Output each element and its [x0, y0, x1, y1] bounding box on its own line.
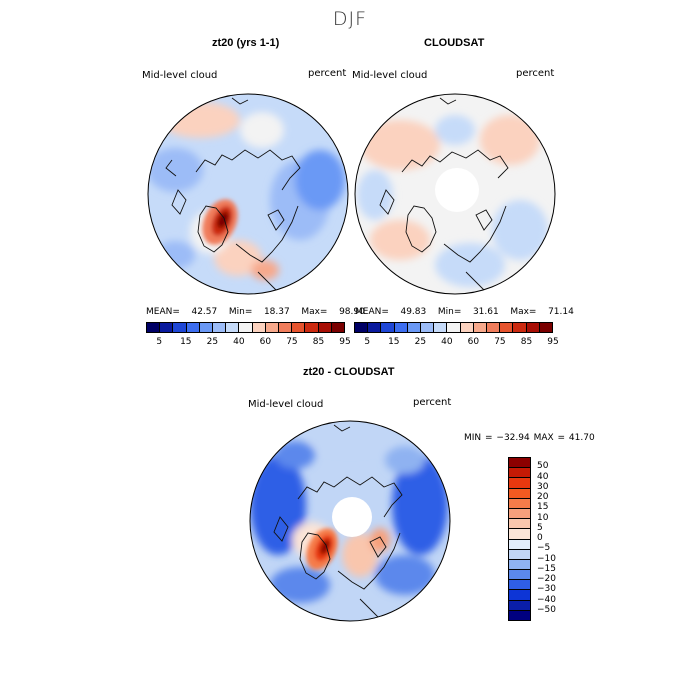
diff-minmax: MIN = −32.94 MAX = 41.70: [464, 433, 595, 443]
colorbar-tick-label: 60: [259, 337, 272, 347]
colorbar-swatch: [509, 570, 530, 581]
model-field-label: Mid-level cloud: [142, 70, 218, 81]
colorbar-tick-label: 95: [547, 337, 559, 347]
colorbar-tick-label: 25: [414, 337, 427, 347]
colorbar-swatch: [394, 323, 408, 332]
colorbar-swatch: [305, 323, 319, 332]
colorbar-swatch: [509, 508, 530, 520]
colorbar-tick-label: 15: [537, 502, 549, 513]
colorbar-swatch: [460, 323, 474, 332]
colorbar-tick-label: 40: [233, 337, 245, 347]
colorbar-swatch: [421, 323, 435, 332]
model-colorbar: [146, 322, 345, 333]
colorbar-tick-label: 95: [339, 337, 351, 347]
colorbar-tick-label: 15: [388, 337, 400, 347]
colorbar-swatch: [473, 323, 488, 332]
diff-polar-map: [249, 420, 451, 622]
colorbar-tick-label: 30: [537, 481, 549, 492]
diff-units-label: percent: [413, 397, 452, 408]
colorbar-tick-label: 0: [537, 533, 543, 543]
colorbar-swatch: [513, 323, 527, 332]
colorbar-tick-label: 75: [494, 337, 506, 347]
colorbar-swatch: [509, 590, 530, 601]
colorbar-swatch: [509, 610, 530, 620]
colorbar-swatch: [318, 323, 332, 332]
colorbar-swatch: [213, 323, 227, 332]
colorbar-tick-label: −15: [537, 563, 556, 574]
colorbar-swatch: [368, 323, 382, 332]
obs-colorbar: [354, 322, 553, 333]
colorbar-tick-label: 50: [537, 461, 549, 472]
colorbar-swatch: [509, 600, 530, 611]
colorbar-swatch: [526, 323, 540, 332]
colorbar-swatch: [509, 458, 530, 469]
model-stats: MEAN= 42.57 Min= 18.37 Max= 98.90: [146, 307, 365, 317]
colorbar-tick-label: −50: [537, 604, 556, 615]
colorbar-swatch: [381, 323, 395, 332]
colorbar-swatch: [509, 498, 530, 509]
colorbar-swatch: [487, 323, 501, 332]
colorbar-tick-label: 25: [206, 337, 219, 347]
colorbar-tick-label: 5: [156, 337, 163, 347]
colorbar-swatch: [407, 323, 422, 332]
colorbar-swatch: [355, 323, 369, 332]
colorbar-swatch: [186, 323, 200, 332]
colorbar-swatch: [509, 488, 530, 499]
colorbar-swatch: [434, 323, 448, 332]
colorbar-swatch: [265, 323, 280, 332]
colorbar-tick-label: −20: [537, 574, 556, 584]
colorbar-tick-label: −5: [537, 543, 551, 554]
colorbar-swatch: [160, 323, 174, 332]
colorbar-swatch: [509, 539, 530, 550]
colorbar-swatch: [292, 323, 306, 332]
colorbar-swatch: [199, 323, 214, 332]
colorbar-swatch: [509, 529, 530, 540]
model-units-label: percent: [308, 68, 347, 79]
colorbar-swatch: [509, 468, 530, 479]
colorbar-tick-label: 75: [286, 337, 298, 347]
colorbar-tick-label: 40: [537, 471, 549, 482]
model-panel-title: zt20 (yrs 1-1): [212, 37, 280, 49]
colorbar-swatch: [509, 559, 530, 571]
colorbar-swatch: [509, 549, 530, 560]
colorbar-tick-label: 15: [180, 337, 192, 347]
colorbar-swatch: [331, 323, 345, 332]
colorbar-swatch: [252, 323, 266, 332]
colorbar-tick-label: −30: [537, 584, 556, 595]
colorbar-swatch: [173, 323, 187, 332]
colorbar-swatch: [279, 323, 293, 332]
colorbar-swatch: [447, 323, 461, 332]
colorbar-tick-label: −40: [537, 594, 556, 605]
colorbar-swatch: [509, 580, 530, 591]
obs-panel-title: CLOUDSAT: [424, 37, 485, 49]
colorbar-tick-label: 85: [312, 337, 325, 347]
colorbar-tick-label: 5: [537, 522, 543, 533]
colorbar-swatch: [539, 323, 553, 332]
colorbar-tick-label: 5: [364, 337, 371, 347]
diff-panel-title: zt20 - CLOUDSAT: [303, 366, 395, 378]
diff-field-label: Mid-level cloud: [248, 399, 324, 410]
colorbar-swatch: [147, 323, 161, 332]
colorbar-swatch: [509, 519, 530, 530]
colorbar-swatch: [500, 323, 514, 332]
colorbar-tick-label: −10: [537, 553, 556, 564]
obs-field-label: Mid-level cloud: [352, 70, 428, 81]
colorbar-tick-label: 85: [520, 337, 533, 347]
obs-stats: MEAN= 49.83 Min= 31.61 Max= 71.14: [355, 307, 574, 317]
model-polar-map: [147, 93, 349, 295]
colorbar-swatch: [509, 478, 530, 489]
obs-polar-map: [354, 93, 556, 295]
colorbar-tick-label: 60: [467, 337, 480, 347]
colorbar-swatch: [226, 323, 240, 332]
page-title: DJF: [332, 8, 368, 30]
colorbar-tick-label: 40: [441, 337, 453, 347]
diff-colorbar: [508, 457, 531, 621]
colorbar-tick-label: 10: [537, 512, 549, 523]
colorbar-tick-label: 20: [537, 492, 549, 502]
colorbar-swatch: [239, 323, 253, 332]
obs-units-label: percent: [516, 68, 555, 79]
